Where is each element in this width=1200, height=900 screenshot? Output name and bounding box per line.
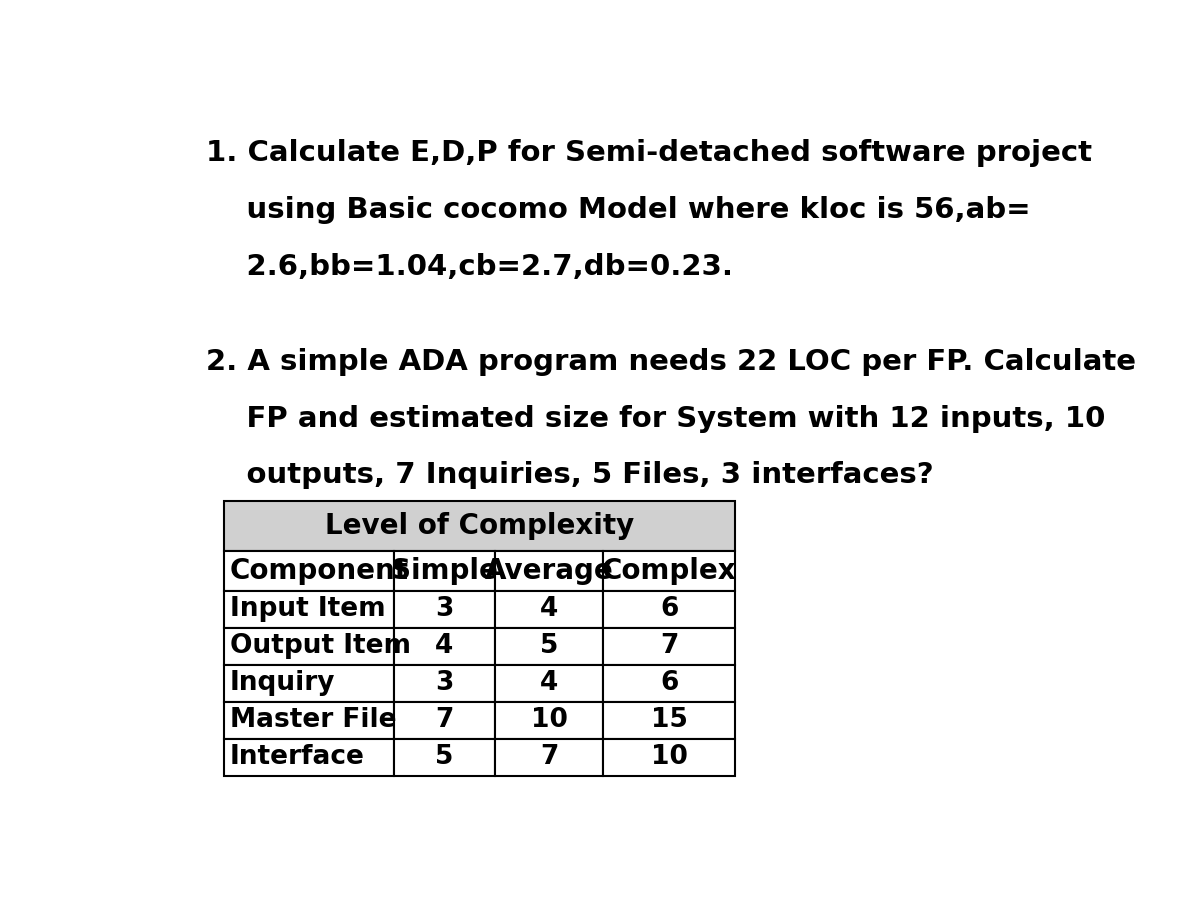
FancyBboxPatch shape [394, 628, 494, 665]
FancyBboxPatch shape [223, 702, 394, 739]
FancyBboxPatch shape [494, 628, 604, 665]
FancyBboxPatch shape [223, 739, 394, 776]
FancyBboxPatch shape [223, 551, 394, 590]
FancyBboxPatch shape [394, 665, 494, 702]
FancyBboxPatch shape [494, 590, 604, 628]
Text: 5: 5 [540, 634, 558, 659]
Text: Complex: Complex [602, 557, 737, 585]
Text: 4: 4 [436, 634, 454, 659]
FancyBboxPatch shape [604, 702, 736, 739]
Text: 10: 10 [530, 707, 568, 733]
Text: 5: 5 [436, 744, 454, 770]
FancyBboxPatch shape [394, 702, 494, 739]
Text: Interface: Interface [230, 744, 365, 770]
Text: 7: 7 [540, 744, 558, 770]
Text: Output Item: Output Item [230, 634, 410, 659]
FancyBboxPatch shape [494, 665, 604, 702]
Text: 6: 6 [660, 597, 678, 622]
Text: 6: 6 [660, 670, 678, 697]
Text: Inquiry: Inquiry [230, 670, 335, 697]
Text: 7: 7 [660, 634, 678, 659]
FancyBboxPatch shape [604, 665, 736, 702]
Text: 4: 4 [540, 597, 558, 622]
FancyBboxPatch shape [223, 665, 394, 702]
FancyBboxPatch shape [604, 739, 736, 776]
Text: 2.6,bb=1.04,cb=2.7,db=0.23.: 2.6,bb=1.04,cb=2.7,db=0.23. [206, 253, 733, 281]
Text: Average: Average [485, 557, 613, 585]
Text: Master File: Master File [230, 707, 396, 733]
Text: using Basic cocomo Model where kloc is 56,ab=: using Basic cocomo Model where kloc is 5… [206, 196, 1031, 224]
Text: 1. Calculate E,D,P for Semi-detached software project: 1. Calculate E,D,P for Semi-detached sof… [206, 140, 1092, 167]
FancyBboxPatch shape [223, 590, 394, 628]
Text: 10: 10 [650, 744, 688, 770]
Text: Input Item: Input Item [230, 597, 385, 622]
Text: outputs, 7 Inquiries, 5 Files, 3 interfaces?: outputs, 7 Inquiries, 5 Files, 3 interfa… [206, 462, 934, 490]
FancyBboxPatch shape [394, 590, 494, 628]
Text: Simple: Simple [391, 557, 498, 585]
Text: Level of Complexity: Level of Complexity [325, 512, 634, 540]
FancyBboxPatch shape [223, 628, 394, 665]
FancyBboxPatch shape [494, 702, 604, 739]
FancyBboxPatch shape [394, 739, 494, 776]
Text: Component: Component [230, 557, 409, 585]
Text: 3: 3 [436, 670, 454, 697]
FancyBboxPatch shape [494, 551, 604, 590]
Text: 7: 7 [436, 707, 454, 733]
FancyBboxPatch shape [494, 739, 604, 776]
FancyBboxPatch shape [223, 500, 736, 551]
Text: 3: 3 [436, 597, 454, 622]
FancyBboxPatch shape [394, 551, 494, 590]
Text: 2. A simple ADA program needs 22 LOC per FP. Calculate: 2. A simple ADA program needs 22 LOC per… [206, 347, 1135, 376]
FancyBboxPatch shape [604, 590, 736, 628]
Text: FP and estimated size for System with 12 inputs, 10: FP and estimated size for System with 12… [206, 405, 1105, 433]
Text: 15: 15 [650, 707, 688, 733]
FancyBboxPatch shape [604, 551, 736, 590]
Text: 4: 4 [540, 670, 558, 697]
FancyBboxPatch shape [604, 628, 736, 665]
